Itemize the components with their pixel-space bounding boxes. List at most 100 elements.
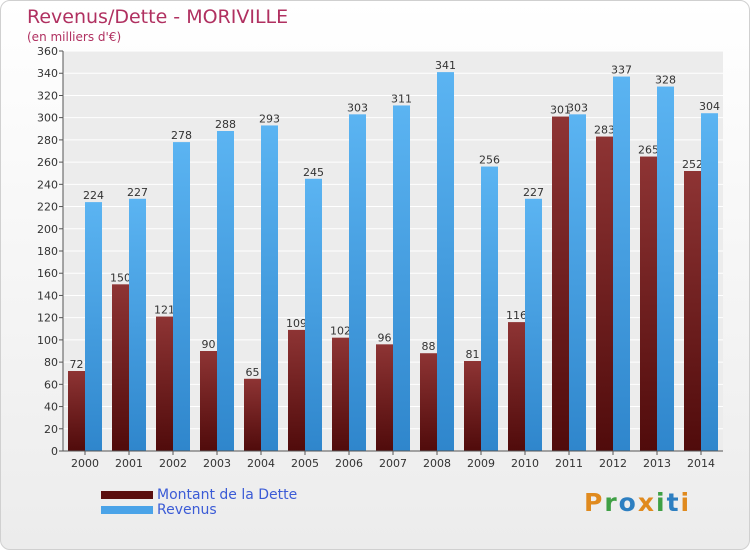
y-tick-label: 220 [37, 201, 58, 214]
bar-dette [112, 284, 129, 451]
y-tick-label: 160 [37, 267, 58, 280]
x-tick-label: 2012 [599, 457, 627, 470]
proxiti-logo: Proxiti [584, 488, 691, 517]
bar-revenus [657, 86, 674, 452]
data-label-revenus: 278 [171, 129, 192, 142]
legend-label-debt: Montant de la Dette [157, 486, 298, 503]
legend-item-revenus: Revenus [101, 501, 297, 518]
chart-subtitle: (en milliers d'€) [27, 30, 122, 44]
bar-revenus [613, 76, 630, 452]
bar-dette [420, 353, 437, 451]
data-label-dette: 81 [466, 348, 480, 361]
x-tick-label: 2006 [335, 457, 363, 470]
bar-revenus [525, 198, 542, 451]
x-tick-label: 2003 [203, 457, 231, 470]
data-label-dette: 116 [506, 309, 527, 322]
y-tick-label: 360 [37, 45, 58, 58]
data-label-revenus: 311 [391, 92, 412, 105]
bar-dette [332, 337, 349, 451]
bar-revenus [305, 178, 322, 451]
bar-revenus [701, 113, 718, 451]
bar-revenus [393, 105, 410, 451]
y-tick-label: 60 [44, 378, 58, 391]
data-label-dette: 265 [638, 144, 659, 157]
x-tick-label: 2001 [115, 457, 143, 470]
data-label-revenus: 328 [655, 74, 676, 87]
bar-dette [596, 136, 613, 452]
data-label-revenus: 341 [435, 59, 456, 72]
data-label-revenus: 303 [567, 101, 588, 114]
data-label-revenus: 293 [259, 112, 280, 125]
bar-dette [464, 361, 481, 451]
bar-dette [200, 351, 217, 451]
x-tick-label: 2004 [247, 457, 275, 470]
data-label-dette: 109 [286, 317, 307, 330]
bar-dette [68, 371, 85, 451]
x-axis-ticks: 2000 2001 2002 2003 2004 2005 2006 2007 2008 2009… [71, 451, 715, 470]
data-label-dette: 96 [378, 331, 392, 344]
logo-letter: P [584, 488, 605, 517]
logo-letter: i [656, 488, 667, 517]
bar-revenus [437, 72, 454, 451]
data-label-revenus: 245 [303, 166, 324, 179]
data-label-dette: 283 [594, 124, 615, 137]
y-tick-label: 180 [37, 245, 58, 258]
y-tick-label: 200 [37, 223, 58, 236]
legend-item-debt: Montant de la Dette [101, 486, 298, 503]
y-tick-label: 40 [44, 401, 58, 414]
x-tick-label: 2008 [423, 457, 451, 470]
bar-revenus [129, 198, 146, 451]
y-tick-label: 0 [51, 445, 58, 458]
x-tick-label: 2013 [643, 457, 671, 470]
y-axis-ticks: 0 20 40 60 80 100 120 140 160 180 200 220 240 260 280 3… [37, 45, 63, 458]
x-tick-label: 2007 [379, 457, 407, 470]
data-label-dette: 121 [154, 304, 175, 317]
data-label-dette: 90 [202, 338, 216, 351]
bar-dette [156, 316, 173, 451]
legend-swatch-debt [101, 490, 153, 499]
data-label-revenus: 337 [611, 64, 632, 77]
bar-revenus [481, 166, 498, 452]
legend-label-revenus: Revenus [157, 501, 217, 518]
data-label-dette: 72 [70, 358, 84, 371]
data-label-revenus: 288 [215, 118, 236, 131]
y-tick-label: 280 [37, 134, 58, 147]
bar-dette [640, 156, 657, 452]
x-tick-label: 2014 [687, 457, 715, 470]
data-label-revenus: 227 [523, 186, 544, 199]
logo-letter: t [666, 488, 681, 517]
bar-dette [288, 329, 305, 451]
y-tick-label: 80 [44, 356, 58, 369]
x-tick-label: 2000 [71, 457, 99, 470]
legend-swatch-revenus [101, 505, 153, 514]
bar-dette [684, 171, 701, 451]
x-tick-label: 2002 [159, 457, 187, 470]
data-label-revenus: 227 [127, 186, 148, 199]
y-tick-label: 20 [44, 423, 58, 436]
bar-revenus [173, 142, 190, 451]
logo-letter: r [604, 488, 619, 517]
x-tick-label: 2009 [467, 457, 495, 470]
logo-letter: x [637, 488, 656, 517]
y-tick-label: 240 [37, 178, 58, 191]
y-tick-label: 300 [37, 112, 58, 125]
y-tick-label: 340 [37, 67, 58, 80]
chart-title: Revenus/Dette - MORIVILLE [27, 6, 289, 28]
data-label-dette: 150 [110, 271, 131, 284]
y-tick-label: 120 [37, 312, 58, 325]
x-tick-label: 2011 [555, 457, 583, 470]
bar-dette [376, 344, 393, 451]
data-label-revenus: 224 [83, 189, 104, 202]
legend: Montant de la Dette Revenus [101, 486, 298, 518]
logo-letter: i [680, 488, 692, 517]
data-label-revenus: 256 [479, 154, 500, 167]
y-tick-label: 140 [37, 289, 58, 302]
data-label-dette: 252 [682, 158, 703, 171]
data-label-dette: 102 [330, 325, 351, 338]
y-tick-label: 260 [37, 156, 58, 169]
bar-revenus [261, 125, 278, 451]
x-tick-label: 2010 [511, 457, 539, 470]
y-tick-label: 320 [37, 89, 58, 102]
bar-dette [244, 378, 261, 451]
